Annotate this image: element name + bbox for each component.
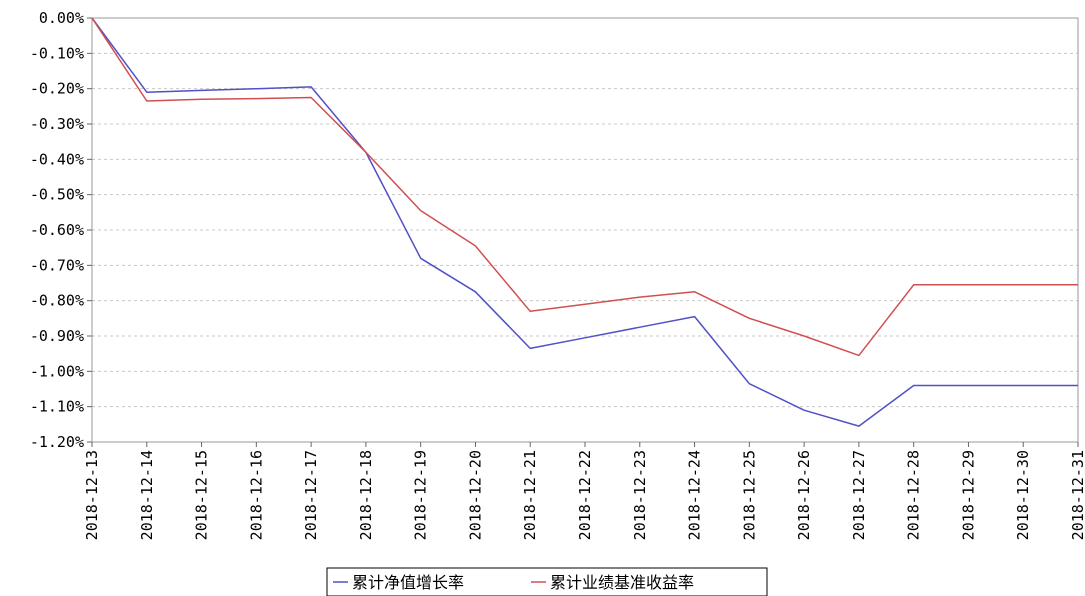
- y-tick-label: -0.50%: [30, 186, 84, 204]
- y-tick-label: -0.80%: [30, 292, 84, 310]
- y-tick-label: -0.70%: [30, 256, 84, 274]
- x-tick-label: 2018-12-24: [686, 450, 704, 540]
- grid-lines: [92, 52, 1078, 408]
- x-tick-label: 2018-12-19: [412, 450, 430, 540]
- legend-label-net-value: 累计净值增长率: [352, 573, 464, 592]
- y-tick-label: -0.90%: [30, 327, 84, 345]
- x-tick-label: 2018-12-17: [302, 450, 320, 540]
- x-axis: 2018-12-13 2018-12-14 2018-12-15 2018-12-16…: [83, 442, 1085, 540]
- y-tick-label: -0.10%: [30, 44, 84, 62]
- x-tick-label: 2018-12-21: [521, 450, 539, 540]
- x-tick-label: 2018-12-30: [1014, 450, 1032, 540]
- series-layer: [91, 17, 1078, 427]
- x-tick-label: 2018-12-26: [795, 450, 813, 540]
- x-tick-label: 2018-12-27: [850, 450, 868, 540]
- x-tick-label: 2018-12-20: [466, 450, 484, 540]
- y-tick-label: -1.20%: [30, 433, 84, 451]
- x-tick-label: 2018-12-16: [247, 450, 265, 540]
- y-tick-label: -0.40%: [30, 150, 84, 168]
- x-tick-label: 2018-12-29: [959, 450, 977, 540]
- x-tick-label: 2018-12-25: [740, 450, 758, 540]
- y-tick-label: -0.20%: [30, 80, 84, 98]
- legend: 累计净值增长率 累计业绩基准收益率: [326, 567, 768, 596]
- x-tick-label: 2018-12-31: [1069, 450, 1085, 540]
- x-tick-label: 2018-12-28: [905, 450, 923, 540]
- x-tick-label: 2018-12-23: [631, 450, 649, 540]
- x-tick-label: 2018-12-22: [576, 450, 594, 540]
- y-tick-label: -0.60%: [30, 221, 84, 239]
- y-tick-label: 0.00%: [39, 9, 84, 27]
- series-line-net-value: [91, 17, 1078, 427]
- y-tick-label: -0.30%: [30, 115, 84, 133]
- x-tick-label: 2018-12-18: [357, 450, 375, 540]
- x-tick-label: 2018-12-14: [138, 450, 156, 540]
- y-tick-label: -1.00%: [30, 362, 84, 380]
- x-tick-label: 2018-12-15: [193, 450, 211, 540]
- series-line-benchmark: [91, 17, 1078, 357]
- x-tick-label: 2018-12-13: [83, 450, 101, 540]
- y-tick-label: -1.10%: [30, 398, 84, 416]
- legend-box: [326, 567, 768, 596]
- y-axis: 0.00% -0.10% -0.20% -0.30% -0.40% -0.50% -0.60…: [30, 9, 92, 451]
- legend-label-benchmark: 累计业绩基准收益率: [550, 573, 694, 592]
